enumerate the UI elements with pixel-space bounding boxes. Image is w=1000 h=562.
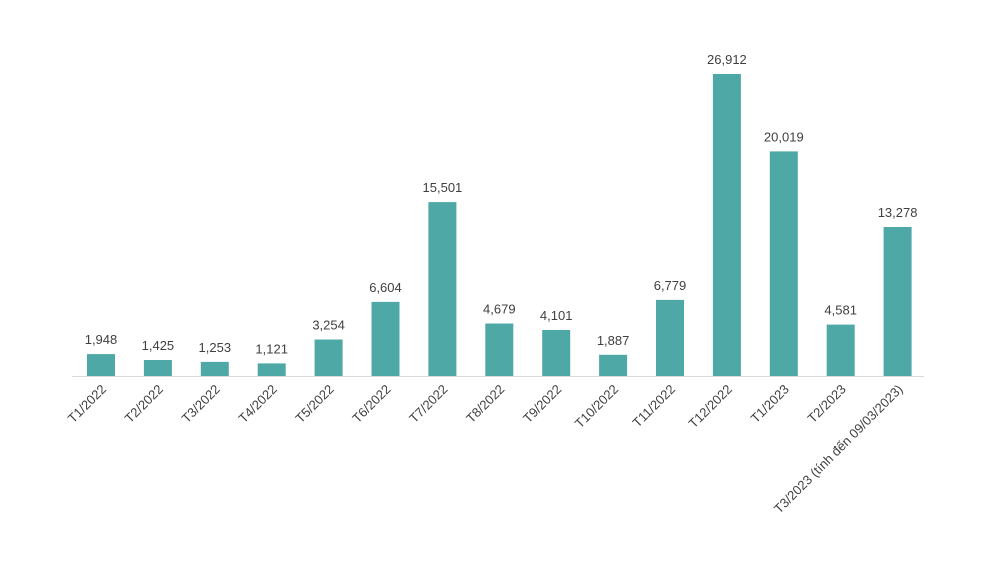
x-tick-label: T1/2023 (748, 382, 792, 426)
bar-t2-2023 (826, 324, 855, 376)
bar-t6-2022 (371, 301, 400, 376)
value-label: 4,679 (483, 302, 516, 317)
bar-t1-2023 (769, 151, 798, 376)
x-tick-label: T4/2022 (235, 382, 279, 426)
value-label: 26,912 (707, 52, 747, 67)
x-tick-label: T2/2022 (122, 382, 166, 426)
x-tick-label: T8/2022 (463, 382, 507, 426)
x-tick-label: T9/2022 (520, 382, 564, 426)
bar-t11-2022 (656, 299, 684, 376)
value-label: 1,948 (85, 332, 118, 347)
bar-t5-2022 (314, 339, 343, 376)
value-label: 1,253 (199, 340, 232, 355)
x-tick-label: T10/2022 (572, 382, 621, 431)
x-tick-label: T12/2022 (686, 382, 735, 431)
x-tick-label: T2/2023 (804, 382, 848, 426)
value-label: 20,019 (764, 129, 804, 144)
bar-t9-2022 (542, 330, 571, 376)
bar-t3-2022 (200, 361, 229, 376)
value-label: 1,121 (255, 341, 288, 356)
bar-t10-2022 (599, 354, 628, 376)
tick-labels-group: T1/2022 T2/2022 T3/2022 T4/2022 T5/2022 T6/20… (65, 382, 906, 517)
value-label: 15,501 (423, 180, 463, 195)
x-tick-label: T1/2022 (65, 382, 109, 426)
value-label: 13,278 (878, 205, 918, 220)
bar-t4-2022 (257, 363, 286, 376)
value-label: 1,887 (597, 333, 630, 348)
x-tick-label: T11/2022 (629, 382, 678, 431)
bar-t2-2022 (143, 360, 172, 376)
value-label: 6,779 (654, 278, 687, 293)
x-tick-label: T5/2022 (292, 382, 336, 426)
x-tick-label: T3/2022 (179, 382, 223, 426)
value-label: 3,254 (312, 318, 345, 333)
x-tick-label: T6/2022 (349, 382, 393, 426)
x-tick-label: T7/2022 (406, 382, 450, 426)
bar-t12-2022 (712, 74, 741, 376)
bar-t3-2023 (883, 227, 912, 376)
bars-group (87, 74, 912, 376)
bar-t1-2022 (87, 354, 115, 376)
value-label: 1,425 (142, 338, 175, 353)
value-labels-group: 1,948 1,425 1,253 1,121 3,254 6,604 15,501 4,67… (85, 52, 918, 356)
value-label: 4,581 (824, 303, 857, 318)
value-label: 4,101 (540, 308, 573, 323)
bar-t8-2022 (485, 323, 514, 376)
bar-t7-2022 (428, 202, 457, 376)
value-label: 6,604 (369, 280, 402, 295)
